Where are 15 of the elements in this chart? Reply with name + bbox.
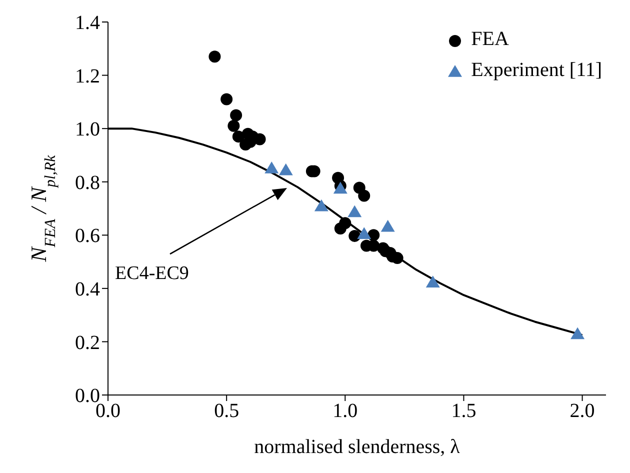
y-tick-label: 1.2: [75, 65, 100, 88]
x-tick-label: 1.5: [451, 400, 476, 422]
y-tick-label: 0.2: [75, 332, 100, 354]
annotation: EC4-EC9: [115, 263, 189, 284]
y-tick-label: 1.0: [75, 118, 100, 141]
x-axis-title: normalised slenderness, λ: [254, 436, 460, 458]
legend-label: Experiment [11]: [471, 59, 602, 82]
legend-label: FEA: [471, 28, 509, 51]
y-tick-label: 0.6: [75, 225, 100, 248]
y-tick-label: 0.4: [75, 278, 100, 301]
y-tick-label: 0.8: [75, 172, 100, 194]
x-tick-label: 2.0: [570, 400, 595, 422]
y-tick-label: 1.4: [75, 12, 100, 34]
x-tick-label: 1.0: [332, 400, 358, 422]
x-tick-label: 0.5: [214, 400, 240, 422]
